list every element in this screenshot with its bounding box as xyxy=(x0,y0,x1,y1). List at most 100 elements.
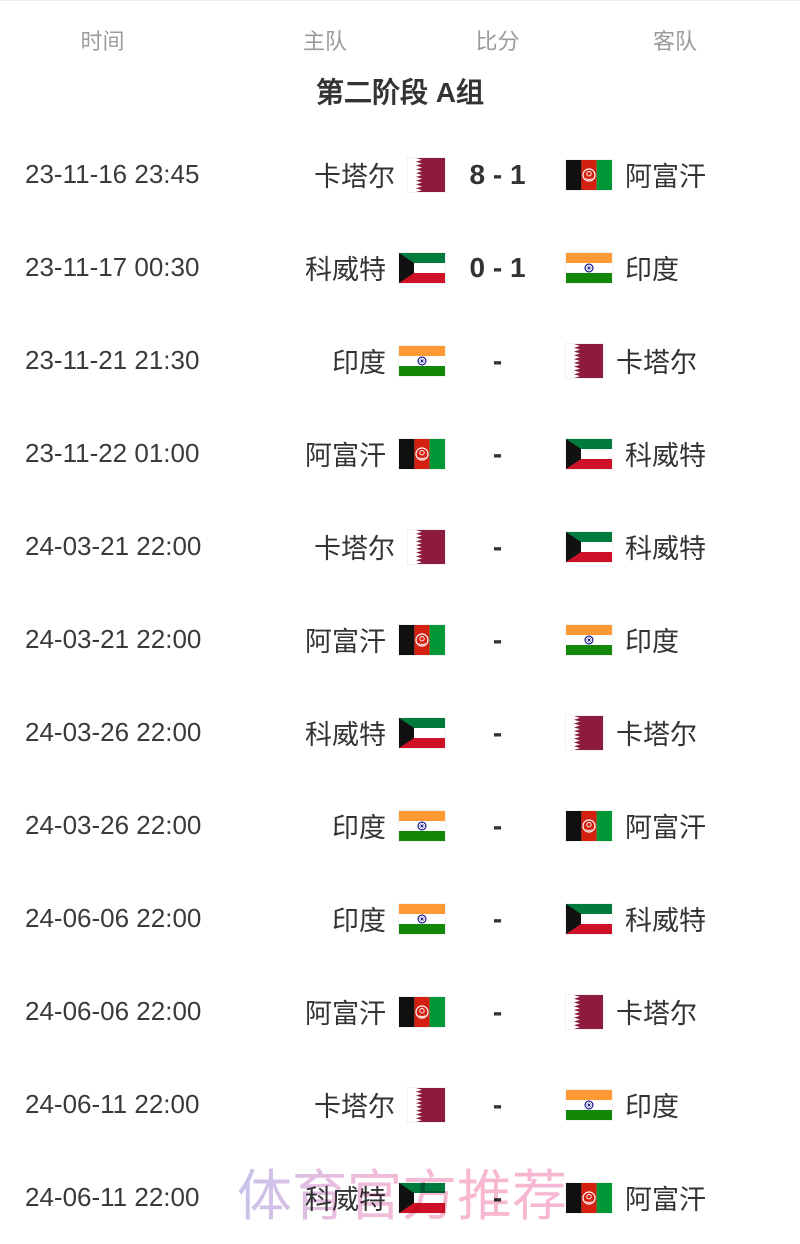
qatar-flag-icon xyxy=(408,158,445,192)
home-team-cell: 印度 xyxy=(205,806,445,845)
kuwait-flag-icon xyxy=(566,532,612,562)
match-time: 24-03-21 22:00 xyxy=(25,624,202,654)
qatar-flag-icon xyxy=(408,530,445,564)
home-team-cell: 印度 xyxy=(205,341,445,380)
home-team-name: 印度 xyxy=(332,813,386,843)
home-team-cell: 科威特 xyxy=(205,1178,445,1217)
india-flag-icon xyxy=(566,625,612,655)
match-row[interactable]: 24-03-26 22:00 科威特 - 卡塔尔 xyxy=(0,686,800,779)
home-team-cell: 卡塔尔 xyxy=(205,1085,445,1124)
afghanistan-flag-icon xyxy=(399,625,445,655)
home-team-name: 卡塔尔 xyxy=(314,1092,395,1122)
afghanistan-flag-icon xyxy=(399,997,445,1027)
away-team-cell: 科威特 xyxy=(550,899,800,938)
away-team-cell: 卡塔尔 xyxy=(550,341,800,380)
home-team-name: 阿富汗 xyxy=(305,999,386,1029)
match-row[interactable]: 23-11-17 00:30 科威特 0 - 1 印度 xyxy=(0,221,800,314)
score: - xyxy=(492,530,503,562)
kuwait-flag-icon xyxy=(399,253,445,283)
score: - xyxy=(492,902,503,934)
home-team-cell: 科威特 xyxy=(205,713,445,752)
kuwait-flag-icon xyxy=(399,718,445,748)
score: - xyxy=(492,344,503,376)
india-flag-icon xyxy=(566,1090,612,1120)
india-flag-icon xyxy=(399,346,445,376)
away-team-name: 印度 xyxy=(625,255,679,285)
score: - xyxy=(492,1181,503,1213)
match-row[interactable]: 24-06-06 22:00 阿富汗 - 卡塔尔 xyxy=(0,965,800,1058)
home-team-cell: 阿富汗 xyxy=(205,434,445,473)
home-team-cell: 印度 xyxy=(205,899,445,938)
home-team-name: 科威特 xyxy=(305,255,386,285)
match-time: 24-06-11 22:00 xyxy=(25,1089,200,1119)
away-team-name: 卡塔尔 xyxy=(616,720,697,750)
match-row[interactable]: 24-06-06 22:00 印度 - 科威特 xyxy=(0,872,800,965)
home-team-cell: 卡塔尔 xyxy=(205,527,445,566)
away-team-cell: 卡塔尔 xyxy=(550,713,800,752)
match-time: 23-11-22 01:00 xyxy=(25,438,200,468)
afghanistan-flag-icon xyxy=(566,811,612,841)
group-stage-title: 第二阶段 A组 xyxy=(315,77,484,108)
kuwait-flag-icon xyxy=(566,904,612,934)
away-team-cell: 卡塔尔 xyxy=(550,992,800,1031)
away-team-name: 科威特 xyxy=(625,906,706,936)
match-row[interactable]: 23-11-21 21:30 印度 - 卡塔尔 xyxy=(0,314,800,407)
match-time: 23-11-17 00:30 xyxy=(25,252,200,282)
column-header-home: 主队 xyxy=(302,29,347,54)
match-time: 24-03-21 22:00 xyxy=(25,531,202,561)
score: - xyxy=(492,995,503,1027)
india-flag-icon xyxy=(399,811,445,841)
match-row[interactable]: 23-11-22 01:00 阿富汗 - 科威特 xyxy=(0,407,800,500)
score: - xyxy=(492,623,503,655)
match-time: 23-11-16 23:45 xyxy=(25,159,200,189)
away-team-name: 阿富汗 xyxy=(625,1185,706,1215)
india-flag-icon xyxy=(566,253,612,283)
match-time: 24-03-26 22:00 xyxy=(25,717,202,747)
qatar-flag-icon xyxy=(566,995,603,1029)
match-time: 24-03-26 22:00 xyxy=(25,810,202,840)
match-time: 24-06-06 22:00 xyxy=(25,996,202,1026)
away-team-cell: 科威特 xyxy=(550,434,800,473)
away-team-cell: 印度 xyxy=(550,620,800,659)
away-team-cell: 科威特 xyxy=(550,527,800,566)
qatar-flag-icon xyxy=(566,344,603,378)
away-team-cell: 印度 xyxy=(550,248,800,287)
away-team-cell: 印度 xyxy=(550,1085,800,1124)
home-team-name: 阿富汗 xyxy=(305,627,386,657)
away-team-cell: 阿富汗 xyxy=(550,155,800,194)
match-time: 24-06-06 22:00 xyxy=(25,903,202,933)
away-team-name: 阿富汗 xyxy=(625,813,706,843)
away-team-name: 科威特 xyxy=(625,534,706,564)
column-header-score: 比分 xyxy=(475,29,520,54)
match-row[interactable]: 24-03-21 22:00 阿富汗 - 印度 xyxy=(0,593,800,686)
qatar-flag-icon xyxy=(408,1088,445,1122)
away-team-cell: 阿富汗 xyxy=(550,1178,800,1217)
kuwait-flag-icon xyxy=(566,439,612,469)
match-row[interactable]: 24-03-26 22:00 印度 - 阿富汗 xyxy=(0,779,800,872)
away-team-name: 阿富汗 xyxy=(625,162,706,192)
score: - xyxy=(492,716,503,748)
match-row[interactable]: 24-06-11 22:00 卡塔尔 - 印度 xyxy=(0,1058,800,1151)
afghanistan-flag-icon xyxy=(566,1183,612,1213)
india-flag-icon xyxy=(399,904,445,934)
match-time: 23-11-21 21:30 xyxy=(25,345,200,375)
match-row[interactable]: 23-11-16 23:45 卡塔尔 8 - 1 阿富汗 xyxy=(0,128,800,221)
home-team-name: 阿富汗 xyxy=(305,441,386,471)
home-team-name: 科威特 xyxy=(305,1185,386,1215)
score: 8 - 1 xyxy=(469,158,526,190)
score: 0 - 1 xyxy=(469,251,526,283)
home-team-cell: 阿富汗 xyxy=(205,620,445,659)
score: - xyxy=(492,1088,503,1120)
match-row[interactable]: 24-06-11 22:00 科威特 - 阿富汗 xyxy=(0,1151,800,1244)
afghanistan-flag-icon xyxy=(566,160,612,190)
away-team-name: 卡塔尔 xyxy=(616,348,697,378)
qatar-flag-icon xyxy=(566,716,603,750)
column-header-time: 时间 xyxy=(80,29,125,54)
score: - xyxy=(492,809,503,841)
home-team-cell: 科威特 xyxy=(205,248,445,287)
kuwait-flag-icon xyxy=(399,1183,445,1213)
home-team-name: 卡塔尔 xyxy=(314,534,395,564)
away-team-name: 科威特 xyxy=(625,441,706,471)
match-row[interactable]: 24-03-21 22:00 卡塔尔 - 科威特 xyxy=(0,500,800,593)
